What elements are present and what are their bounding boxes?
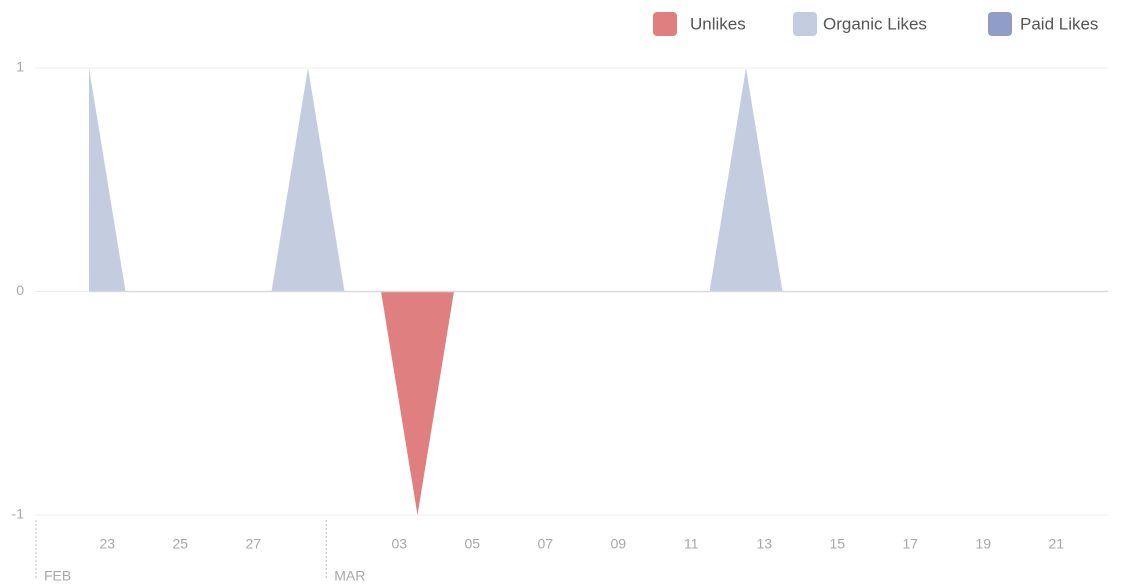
- month-label: FEB: [44, 568, 71, 584]
- legend-swatch: [988, 12, 1012, 36]
- x-tick-label: 09: [610, 536, 626, 552]
- x-tick-label: 07: [537, 536, 553, 552]
- area: [89, 68, 1075, 292]
- y-tick-label: 1: [16, 59, 24, 75]
- legend-label: Unlikes: [690, 14, 746, 33]
- x-tick-label: 17: [902, 536, 918, 552]
- month-label: MAR: [334, 568, 365, 584]
- x-tick-label: 23: [99, 536, 115, 552]
- legend-swatch: [653, 12, 677, 36]
- x-tick-label: 05: [464, 536, 480, 552]
- x-tick-label: 15: [829, 536, 845, 552]
- x-tick-label: 25: [172, 536, 188, 552]
- x-tick-label: 21: [1048, 536, 1064, 552]
- x-tick-label: 13: [756, 536, 772, 552]
- legend-swatch: [793, 12, 817, 36]
- x-tick-label: 19: [975, 536, 991, 552]
- x-tick-label: 11: [684, 536, 699, 552]
- x-tick-label: 03: [391, 536, 407, 552]
- legend-label: Paid Likes: [1020, 14, 1098, 33]
- y-tick-label: 0: [16, 282, 24, 298]
- x-tick-label: 27: [245, 536, 261, 552]
- legend-label: Organic Likes: [823, 14, 927, 33]
- y-tick-label: -1: [12, 506, 25, 522]
